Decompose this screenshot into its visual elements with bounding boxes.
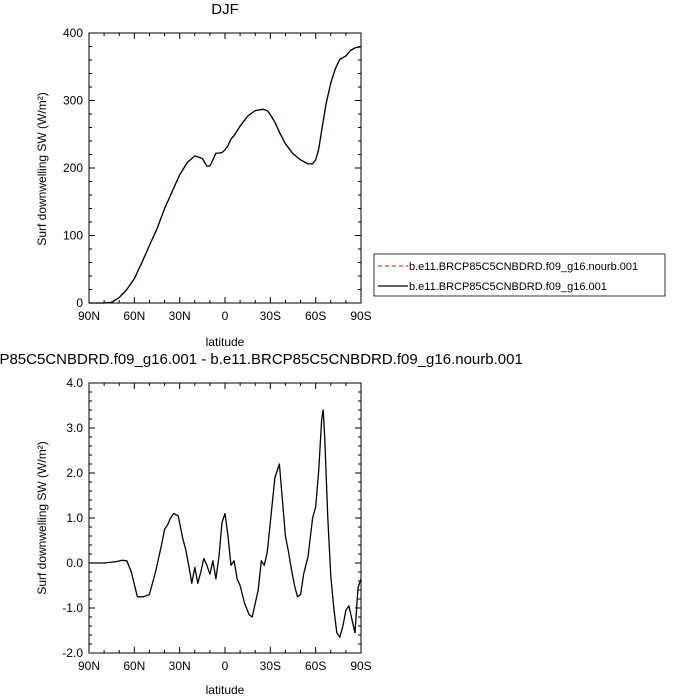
x-tick-label: 30N <box>169 309 191 323</box>
chart-top: DJF 90N 60N 30N 0 30S 60S 90S 0 100 200 300 400 lat… <box>35 1 666 349</box>
x-tick-label: 0 <box>222 659 229 673</box>
svg-text:Surf downwelling SW (W/m²): Surf downwelling SW (W/m²) <box>35 92 49 245</box>
y-tick-label: -1.0 <box>62 601 83 615</box>
legend-label-nourb: b.e11.BRCP85C5CNBDRD.f09_g16.nourb.001 <box>409 261 638 273</box>
y-tick-label: 1.0 <box>66 511 83 525</box>
bottom-plot-marks: 90N 60N 30N 0 30S 60S 90S -2.0 -1.0 0.0 1.0 2.0 3.0 4… <box>62 376 371 673</box>
y-tick-label: 3.0 <box>66 421 83 435</box>
legend-label-control: b.e11.BRCP85C5CNBDRD.f09_g16.001 <box>409 281 607 293</box>
y-tick-label: 0 <box>76 296 83 310</box>
y-tick-label: 200 <box>63 161 83 175</box>
y-tick-label: 2.0 <box>66 466 83 480</box>
y-axis-title-bottom: Surf downwelling SW (W/m²) <box>35 441 49 594</box>
x-axis-title-bottom: latitude <box>206 683 245 697</box>
y-tick-label: 400 <box>63 26 83 40</box>
x-tick-label: 30S <box>260 309 281 323</box>
chart-title-difference: b.e11.BRCP85C5CNBDRD.f09_g16.001 - b.e11… <box>0 351 523 368</box>
svg-text:Surf downwelling SW (W/m²): Surf downwelling SW (W/m²) <box>35 441 49 594</box>
y-tick-label: 4.0 <box>66 376 83 390</box>
x-tick-label: 60S <box>305 309 326 323</box>
x-axis-title: latitude <box>206 335 245 349</box>
legend-box <box>373 253 666 297</box>
x-tick-label: 60N <box>123 309 145 323</box>
series-line-2 <box>89 45 362 304</box>
y-tick-label: 100 <box>63 229 83 243</box>
y-axis-title-text: Surf downwelling SW (W/m²) <box>35 92 49 245</box>
plot-frame <box>88 32 362 304</box>
x-tick-label: 90N <box>78 309 100 323</box>
x-tick-label: 0 <box>222 309 229 323</box>
y-axis-title-bottom-text: Surf downwelling SW (W/m²) <box>35 441 49 594</box>
y-tick-label: 0.0 <box>66 556 83 570</box>
y-tick-label: 300 <box>63 94 83 108</box>
x-tick-label: 60S <box>305 659 326 673</box>
legend: b.e11.BRCP85C5CNBDRD.f09_g16.nourb.001 b… <box>373 253 666 297</box>
x-tick-label: 60N <box>123 659 145 673</box>
chart-bottom: b.e11.BRCP85C5CNBDRD.f09_g16.001 - b.e11… <box>0 351 523 697</box>
chart-title: DJF <box>211 1 239 18</box>
x-tick-label: 30N <box>169 659 191 673</box>
x-tick-label: 90S <box>350 659 371 673</box>
top-plot-marks: 90N 60N 30N 0 30S 60S 90S 0 100 200 300 400 <box>63 26 372 323</box>
y-axis-title: Surf downwelling SW (W/m²) <box>35 92 49 245</box>
y-tick-label: -2.0 <box>62 646 83 660</box>
series-line-1 <box>89 409 362 638</box>
series-line-1 <box>89 45 362 304</box>
x-tick-label: 90S <box>350 309 371 323</box>
x-tick-label: 30S <box>260 659 281 673</box>
x-tick-label: 90N <box>78 659 100 673</box>
